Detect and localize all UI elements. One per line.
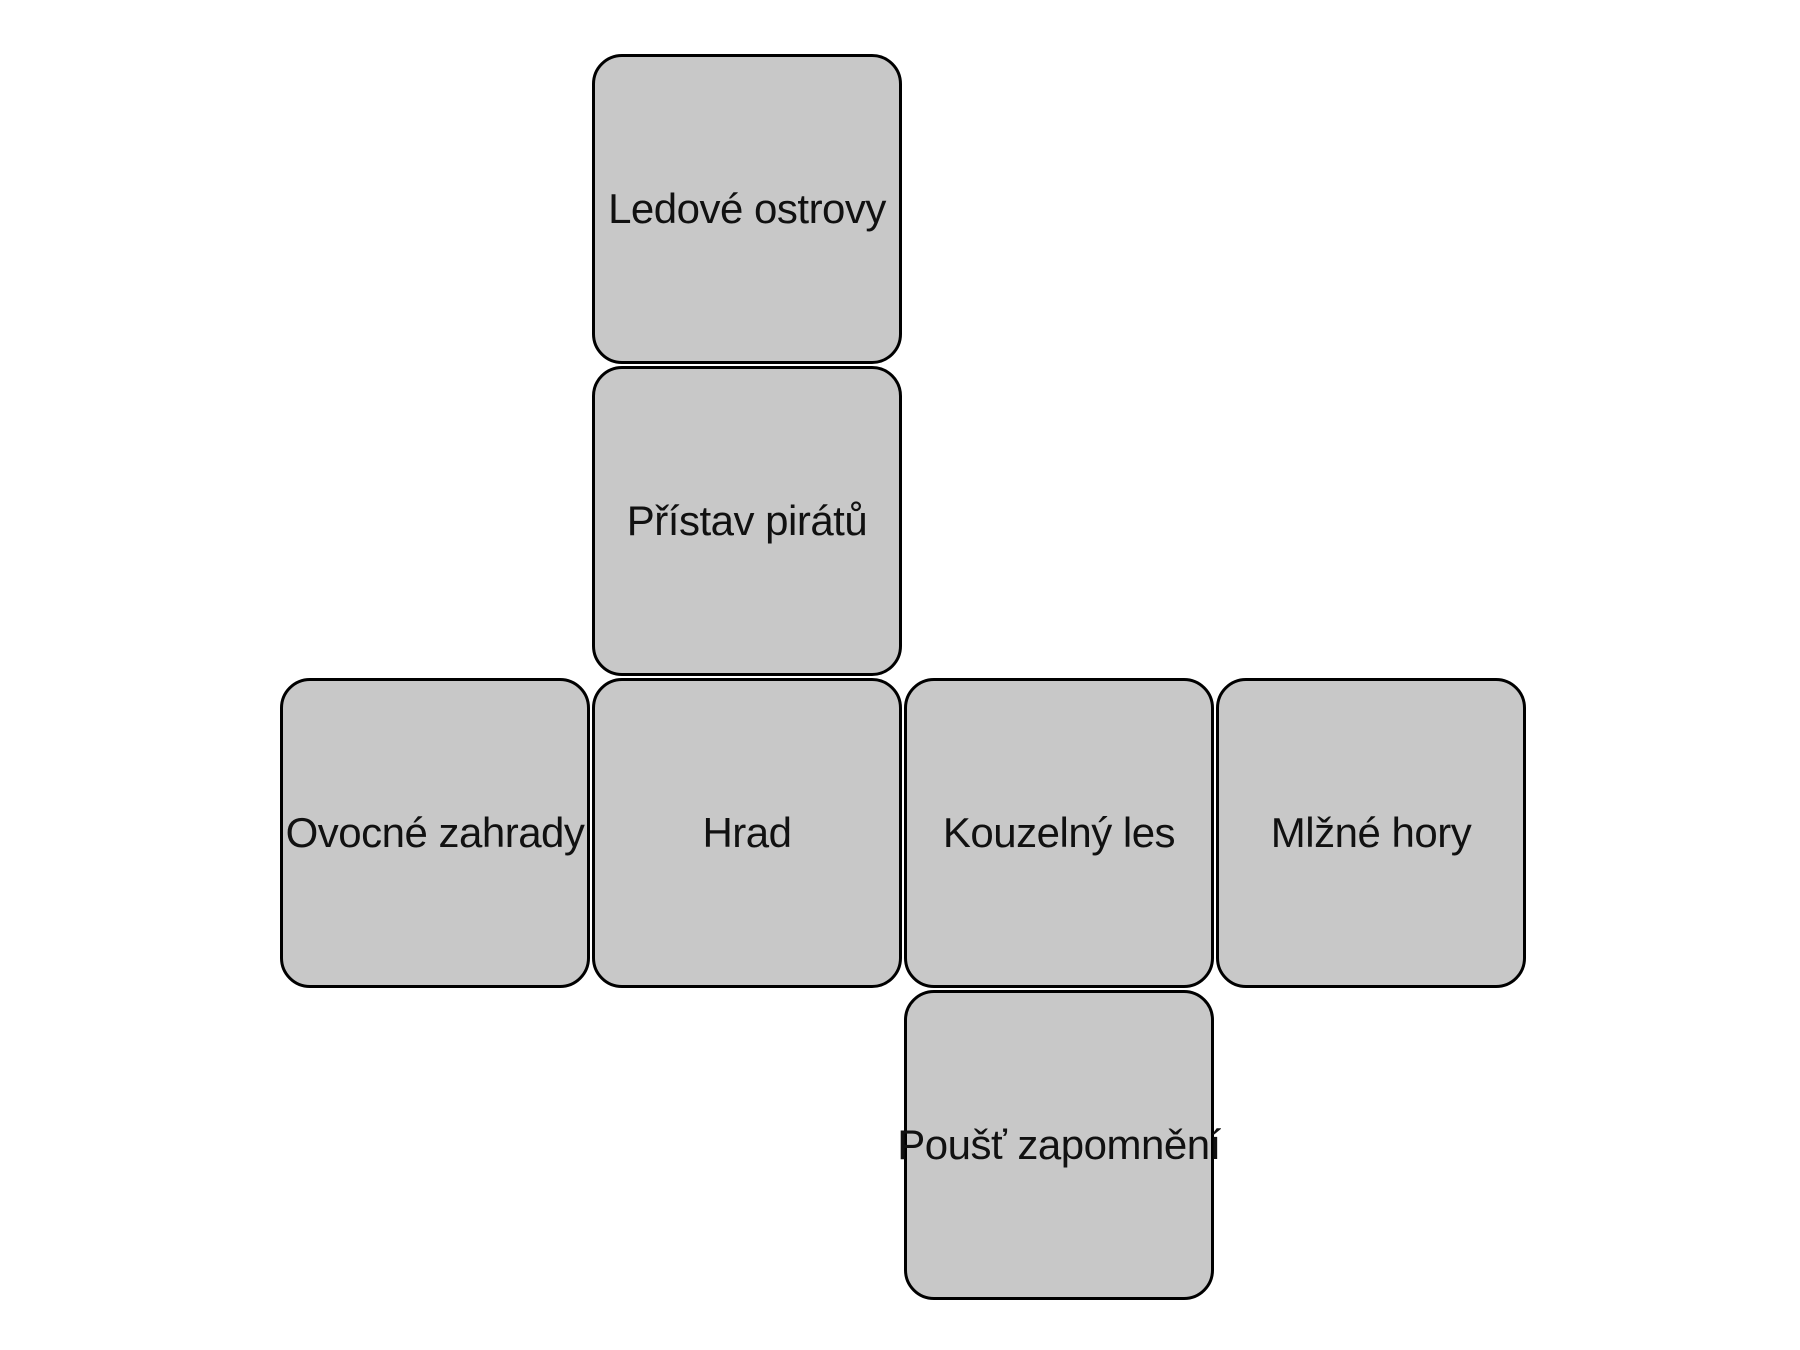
tile-hrad: Hrad xyxy=(592,678,902,988)
tile-poust-zapomneni: Poušť zapomnění xyxy=(897,990,1221,1300)
tile-label: Mlžné hory xyxy=(1270,809,1472,856)
tile-kouzelny-les: Kouzelný les xyxy=(904,678,1214,988)
tile-ledove-ostrovy: Ledové ostrovy xyxy=(592,54,902,364)
tile-label: Přístav pirátů xyxy=(626,497,868,544)
tile-label: Hrad xyxy=(702,809,792,856)
tile-mlzne-hory: Mlžné hory xyxy=(1216,678,1526,988)
tile-ovocne-zahrady: Ovocné zahrady xyxy=(280,678,590,988)
tile-label: Kouzelný les xyxy=(942,809,1176,856)
tile-label: Ovocné zahrady xyxy=(285,809,585,856)
tile-label: Ledové ostrovy xyxy=(608,185,886,232)
tile-label: Poušť zapomnění xyxy=(897,1121,1221,1168)
tile-pristav-piratu: Přístav pirátů xyxy=(592,366,902,676)
